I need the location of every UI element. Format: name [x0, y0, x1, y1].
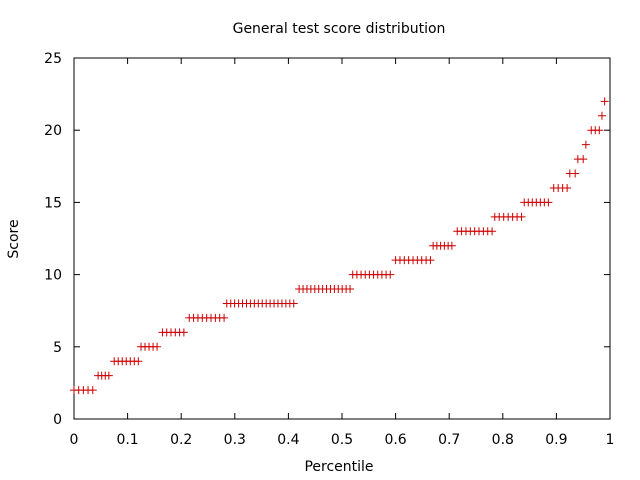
- y-tick-label: 5: [53, 340, 62, 356]
- data-point: [153, 342, 162, 351]
- data-point: [289, 299, 298, 308]
- x-tick-label: 0.9: [545, 432, 567, 448]
- y-tick-label: 20: [44, 123, 62, 139]
- x-axis-label: Percentile: [304, 459, 373, 475]
- data-point: [426, 256, 435, 265]
- data-point: [88, 386, 97, 395]
- y-tick-label: 10: [44, 268, 62, 284]
- data-point: [517, 212, 526, 221]
- data-point: [581, 140, 590, 149]
- data-point: [488, 227, 497, 236]
- data-point: [386, 270, 395, 279]
- chart-title: General test score distribution: [233, 21, 446, 37]
- x-tick-label: 0.8: [492, 432, 514, 448]
- data-point: [220, 313, 229, 322]
- data-point: [346, 285, 355, 294]
- x-tick-label: 0.3: [224, 432, 246, 448]
- data-point: [104, 371, 113, 380]
- x-tick-label: 1: [606, 432, 615, 448]
- plot-frame: [73, 57, 611, 420]
- data-point: [595, 126, 604, 135]
- x-tick-label: 0.7: [438, 432, 460, 448]
- y-tick-label: 25: [44, 51, 62, 67]
- data-point: [544, 198, 553, 207]
- data-point: [597, 111, 606, 120]
- x-axis: 0 0.1 0.2 0.3 0.4 0.5 0.6 0.7 0.8 0.9 1: [70, 58, 615, 448]
- y-axis: 0 5 10 15 20 25: [44, 51, 610, 428]
- data-point: [600, 97, 609, 106]
- data-points: [70, 97, 609, 395]
- data-point: [563, 183, 572, 192]
- data-point: [571, 169, 580, 178]
- data-point: [134, 357, 143, 366]
- x-tick-label: 0.1: [116, 432, 138, 448]
- y-tick-label: 0: [53, 412, 62, 428]
- x-tick-label: 0.4: [277, 432, 299, 448]
- data-point: [179, 328, 188, 337]
- x-tick-label: 0.6: [384, 432, 406, 448]
- x-tick-label: 0.2: [170, 432, 192, 448]
- x-tick-label: 0.5: [331, 432, 353, 448]
- y-tick-label: 15: [44, 195, 62, 211]
- data-point: [579, 155, 588, 164]
- x-tick-label: 0: [70, 432, 79, 448]
- data-point: [447, 241, 456, 250]
- y-axis-label: Score: [6, 219, 22, 258]
